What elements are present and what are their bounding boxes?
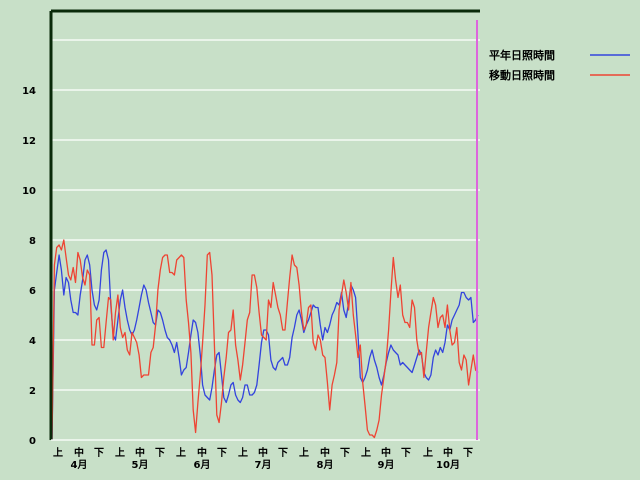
- x-sub-tick-label: 上: [53, 446, 63, 459]
- series-lines: [51, 239, 479, 441]
- x-month-label: 8月: [317, 459, 334, 471]
- x-month-label: 9月: [378, 459, 395, 471]
- series-line-2: [51, 239, 479, 441]
- x-sub-tick-label: 中: [258, 446, 268, 459]
- x-sub-tick-label: 中: [74, 446, 84, 459]
- x-sub-tick-label: 下: [217, 447, 227, 459]
- x-sub-tick-label: 上: [299, 446, 309, 459]
- x-sub-tick-label: 中: [381, 446, 391, 459]
- x-month-label: 10月: [436, 459, 460, 471]
- y-tick-label: 8: [29, 236, 36, 247]
- series-line-1: [51, 249, 479, 441]
- x-sub-tick-label: 下: [94, 447, 104, 459]
- x-month-label: 7月: [255, 459, 272, 471]
- y-tick-label: 14: [22, 86, 36, 97]
- y-tick-label: 6: [29, 286, 36, 297]
- x-month-label: 6月: [194, 459, 211, 471]
- x-sub-tick-label: 上: [423, 446, 433, 459]
- x-month-label: 4月: [71, 459, 88, 471]
- y-axis-tick-labels: 0 2 4 6 8 10 12 14: [22, 86, 36, 447]
- x-sub-tick-label: 下: [278, 447, 288, 459]
- y-tick-label: 2: [29, 386, 36, 397]
- x-sub-tick-label: 上: [176, 446, 186, 459]
- x-sub-tick-label: 中: [320, 446, 330, 459]
- x-sub-tick-label: 中: [443, 446, 453, 459]
- x-month-label: 5月: [132, 459, 149, 471]
- legend-label: 平年日照時間: [489, 48, 555, 62]
- y-tick-label: 0: [29, 436, 36, 447]
- axes: [49, 9, 480, 441]
- x-sub-tick-label: 中: [135, 446, 145, 459]
- x-sub-tick-label: 下: [155, 447, 165, 459]
- x-sub-tick-label: 下: [401, 447, 411, 459]
- x-sub-tick-label: 上: [361, 446, 371, 459]
- y-tick-label: 10: [22, 186, 36, 197]
- x-sub-tick-label: 中: [197, 446, 207, 459]
- x-sub-tick-label: 上: [238, 446, 248, 459]
- x-sub-tick-label: 下: [463, 447, 473, 459]
- y-tick-label: 12: [22, 136, 36, 147]
- legend-label: 移動日照時間: [489, 68, 555, 82]
- x-sub-tick-label: 下: [340, 447, 350, 459]
- x-axis-tick-labels: 上中下上中下上中下上中下上中下上中下上中下4月 5月 6月 7月 8月 9月 10月: [53, 446, 473, 471]
- x-sub-tick-label: 上: [115, 446, 125, 459]
- y-tick-label: 4: [29, 336, 36, 347]
